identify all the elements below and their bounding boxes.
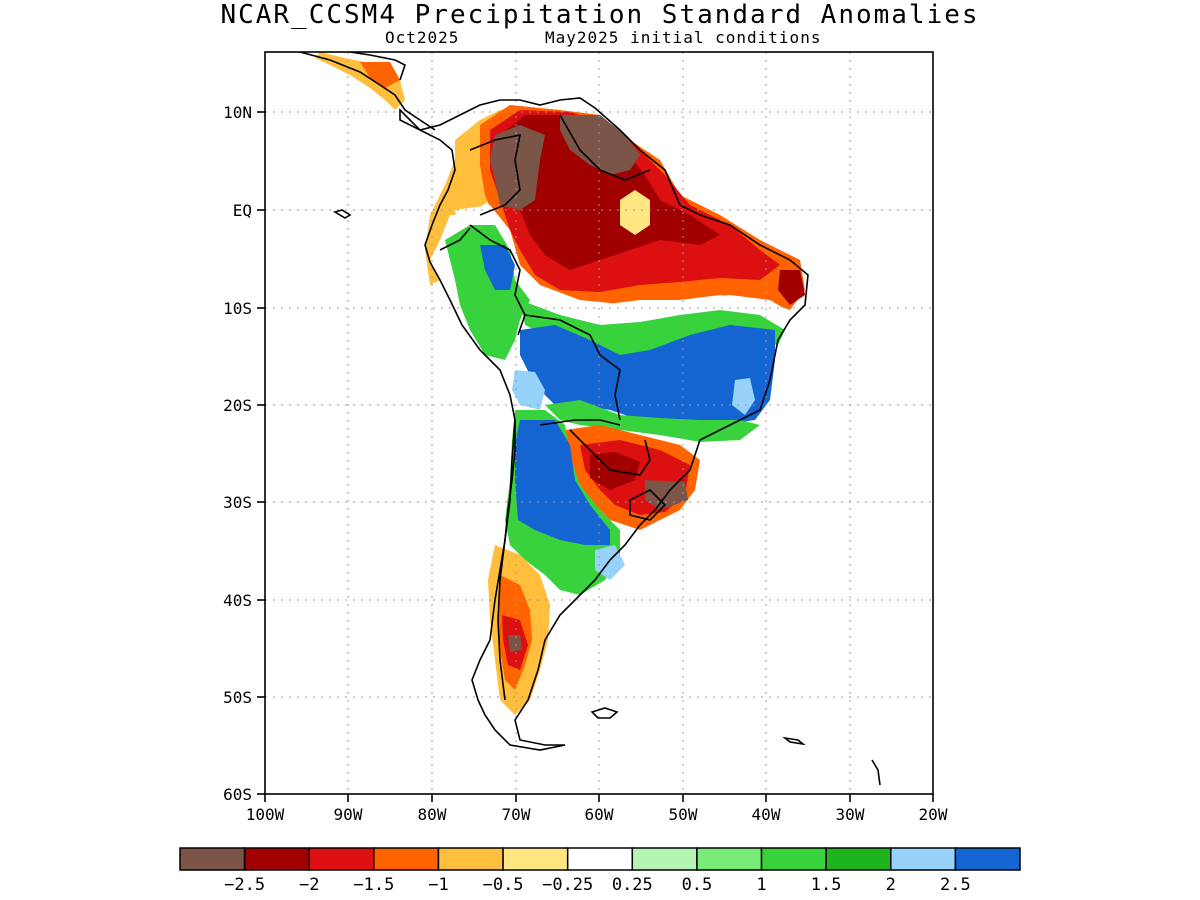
northeast-brazil-dry (778, 270, 805, 305)
y-tick-label: 50S (223, 688, 252, 707)
border-ecuador-peru (439, 227, 471, 251)
colorbar-label: −0.5 (483, 875, 524, 895)
galapagos-islands (333, 209, 352, 219)
south-america-coast (399, 97, 809, 751)
colorbar-swatch (502, 847, 569, 871)
x-axis-labels: 100W 90W 80W 70W 60W 50W 40W 30W 20W (246, 805, 948, 824)
peru-wet-strong (480, 245, 515, 290)
central-america-anomaly (315, 52, 405, 110)
colorbar-label: −2.5 (224, 875, 265, 895)
venezuela-brown (490, 125, 545, 210)
colorbar-label: −1.5 (353, 875, 394, 895)
border-argentina-chile (497, 419, 516, 701)
colorbar-label: 0.25 (612, 875, 653, 895)
border-uruguay (629, 489, 667, 521)
colorbar-swatch (760, 847, 827, 871)
colorbar-label: 1.5 (811, 875, 842, 895)
y-axis-labels: 10N EQ 10S 20S 30S 40S 50S 60S (223, 103, 252, 804)
colorbar-swatch (243, 847, 310, 871)
guiana-brown (560, 115, 640, 175)
central-america-dry (360, 62, 400, 88)
amazon-moist-spot (620, 190, 650, 235)
colorbar-swatch (890, 847, 957, 871)
central-america-coast (299, 52, 436, 131)
y-tick-label: 30S (223, 493, 252, 512)
x-tick-label: 40W (752, 805, 781, 824)
colorbar-swatch (308, 847, 375, 871)
southern-green-band (545, 400, 760, 442)
patagonia-brown (508, 635, 522, 652)
colorbar-swatch (179, 847, 246, 871)
x-tick-label: 50W (669, 805, 698, 824)
forecast-month: Oct2025 (385, 28, 460, 47)
colorbar (179, 847, 1021, 871)
tick-marks (257, 111, 934, 802)
border-brazil-bolivia (524, 314, 621, 421)
initial-conditions: May2025 initial conditions (545, 28, 822, 47)
colorbar-label: 2.5 (940, 875, 971, 895)
colorbar-label: 1 (756, 875, 766, 895)
islands (333, 209, 881, 786)
colorbar-label: 0.5 (682, 875, 713, 895)
x-tick-label: 80W (418, 805, 447, 824)
colorbar-labels: −2.5 −2 −1.5 −1 −0.5 −0.25 0.25 0.5 1 1.5 2 2.5 (224, 875, 971, 895)
falkland-islands (590, 707, 619, 719)
central-america-coast-north (349, 52, 406, 81)
colorbar-label: −2 (299, 875, 319, 895)
x-tick-label: 20W (919, 805, 948, 824)
central-wet-strong (520, 325, 775, 425)
border-paraguay (569, 429, 651, 476)
border-argentina-bolivia (539, 419, 621, 426)
colorbar-swatch (825, 847, 892, 871)
x-tick-label: 60W (585, 805, 614, 824)
colorbar-swatch (373, 847, 440, 871)
x-tick-label: 70W (502, 805, 531, 824)
y-tick-label: 10N (223, 103, 252, 122)
x-tick-label: 100W (246, 805, 285, 824)
y-tick-label: 60S (223, 785, 252, 804)
x-tick-label: 90W (334, 805, 363, 824)
border-guianas (559, 114, 651, 181)
colorbar-swatch (437, 847, 504, 871)
y-tick-label: 10S (223, 299, 252, 318)
transition-band-white (455, 205, 795, 330)
bolivia-light-blue (512, 370, 545, 410)
colorbar-label: −0.25 (542, 875, 593, 895)
south-sandwich-islands (871, 759, 881, 786)
south-georgia (782, 736, 806, 746)
map-title: NCAR_CCSM4 Precipitation Standard Anomal… (220, 0, 980, 30)
anomaly-field (315, 52, 805, 715)
x-tick-label: 30W (836, 805, 865, 824)
argentina-wet-strong (515, 420, 610, 545)
north-dry-extreme (500, 115, 720, 270)
y-tick-label: EQ (233, 201, 252, 220)
y-tick-label: 40S (223, 591, 252, 610)
colorbar-label: 2 (886, 875, 896, 895)
colorbar-swatch (631, 847, 698, 871)
colorbar-swatch (954, 847, 1021, 871)
brazil-east-lightblue (732, 378, 755, 415)
coastlines (299, 52, 809, 751)
y-tick-label: 20S (223, 396, 252, 415)
colorbar-label: −1 (428, 875, 448, 895)
colorbar-swatch (566, 847, 634, 871)
colorbar-swatch (696, 847, 763, 871)
border-colombia-venezuela (469, 133, 522, 216)
